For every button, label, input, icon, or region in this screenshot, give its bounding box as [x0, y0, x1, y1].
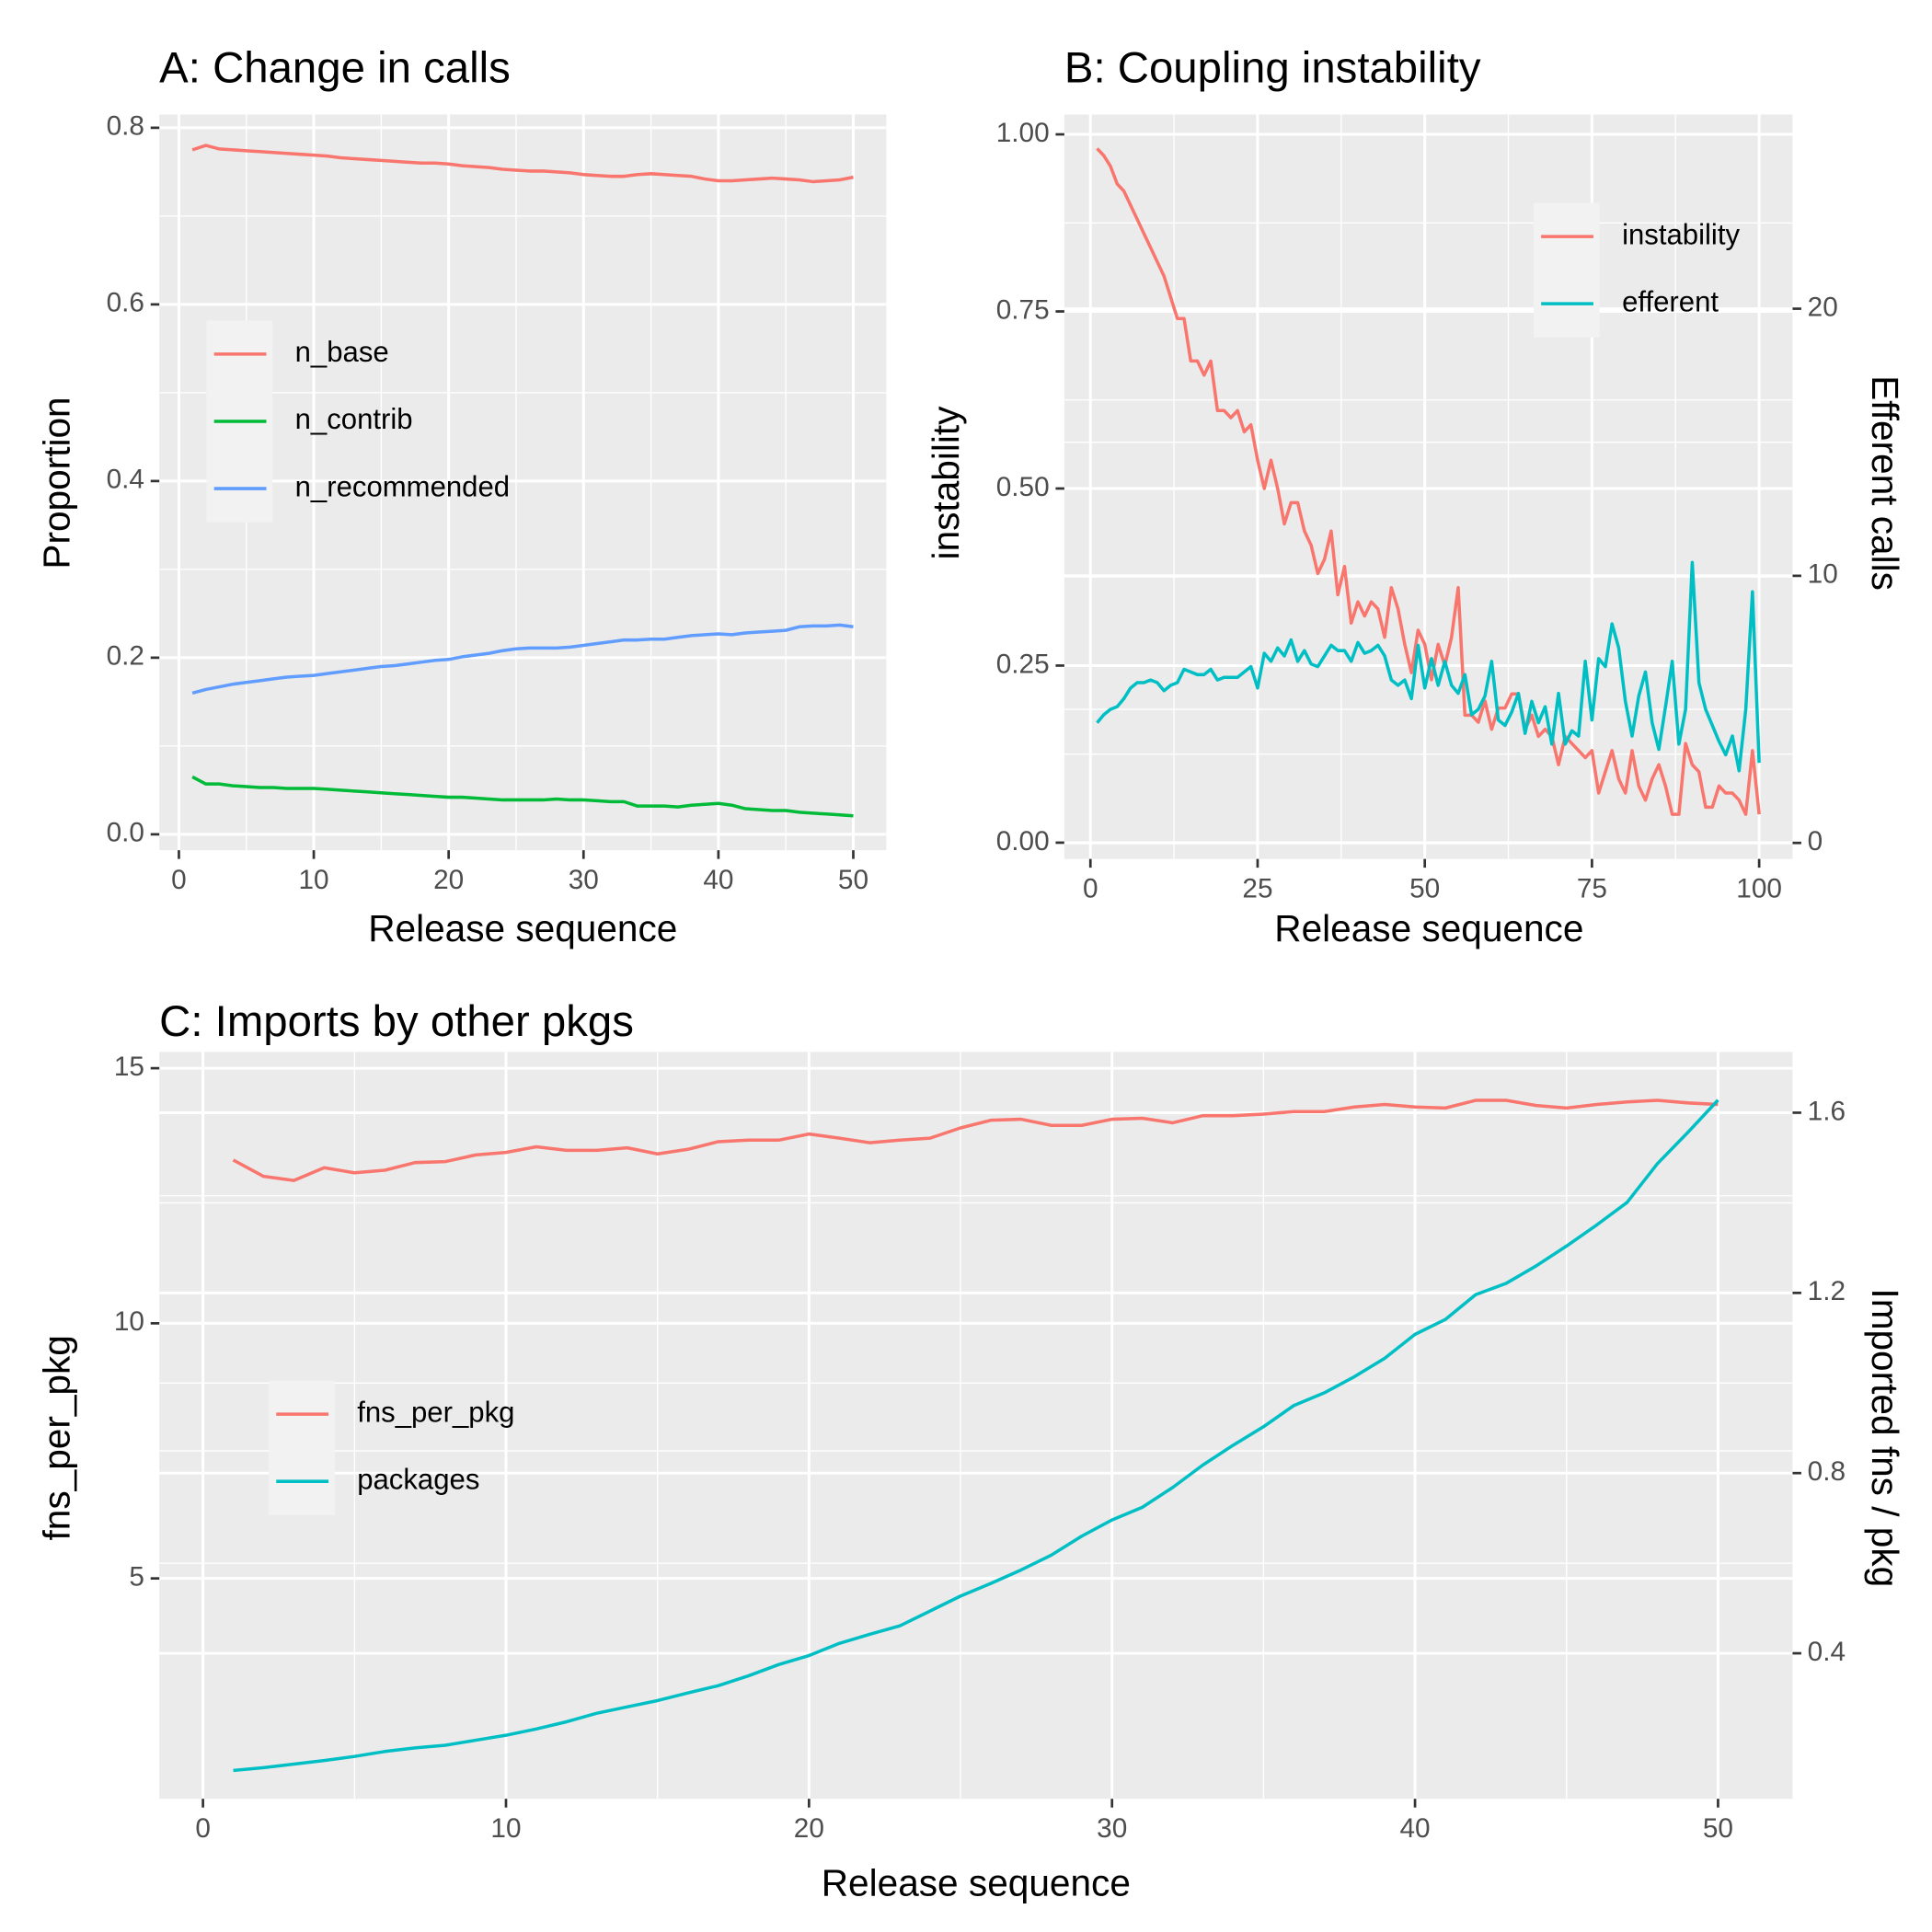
x-tick-label: 20: [433, 865, 464, 895]
y-tick-label: 0.75: [996, 294, 1050, 325]
data-line: [1096, 560, 1761, 773]
x-tick-label: 0: [1083, 873, 1098, 903]
x-tick-label: 0: [195, 1813, 211, 1844]
x-tick-label: 75: [1577, 873, 1607, 903]
legend-label: n_contrib: [295, 403, 413, 435]
y-tick-label: 0.25: [996, 649, 1050, 679]
data-line: [232, 1098, 1719, 1182]
y-tick-label: 1.00: [996, 118, 1050, 148]
y-axis-label: instability: [925, 406, 967, 560]
y-tick-label: 0.50: [996, 472, 1050, 502]
y2-tick-label: 1.2: [1808, 1276, 1846, 1306]
x-tick-label: 30: [1097, 1813, 1127, 1844]
y2-tick-label: 0: [1808, 826, 1823, 857]
chart-title: A: Change in calls: [159, 43, 511, 92]
x-tick-label: 50: [1409, 873, 1440, 903]
y2-axis-label: Efferent calls: [1864, 375, 1906, 591]
y-tick-label: 10: [114, 1306, 144, 1337]
y2-tick-label: 1.6: [1808, 1096, 1846, 1126]
y-axis-label: fns_per_pkg: [36, 1335, 78, 1540]
legend-label: packages: [357, 1463, 479, 1495]
data-line: [1096, 147, 1761, 816]
y-tick-label: 0.8: [107, 111, 144, 142]
x-tick-label: 50: [838, 865, 868, 895]
x-tick-label: 30: [569, 865, 599, 895]
legend-label: efferent: [1622, 285, 1719, 317]
data-line: [191, 144, 854, 184]
y-tick-label: 5: [129, 1562, 144, 1593]
legend-label: instability: [1622, 218, 1740, 250]
y-tick-label: 0.2: [107, 641, 144, 672]
data-line: [191, 623, 854, 695]
y-tick-label: 15: [114, 1052, 144, 1082]
x-tick-label: 25: [1242, 873, 1272, 903]
data-line: [191, 775, 854, 818]
chart-title: B: Coupling instability: [1064, 43, 1481, 92]
y2-tick-label: 0.4: [1808, 1637, 1846, 1667]
x-tick-label: 0: [171, 865, 187, 895]
data-line: [233, 1098, 1719, 1773]
x-tick-label: 50: [1703, 1813, 1733, 1844]
legend-label: n_recommended: [295, 470, 510, 502]
x-tick-label: 40: [703, 865, 733, 895]
y-tick-label: 0.6: [107, 288, 144, 318]
x-tick-label: 40: [1400, 1813, 1431, 1844]
legend-label: n_base: [295, 336, 389, 368]
x-tick-label: 10: [299, 865, 329, 895]
x-tick-label: 100: [1736, 873, 1782, 903]
chart-title: C: Imports by other pkgs: [159, 997, 634, 1046]
x-axis-label: Release sequence: [822, 1862, 1131, 1904]
x-axis-label: Release sequence: [368, 907, 677, 949]
legend-box: [1534, 202, 1600, 338]
x-tick-label: 10: [490, 1813, 521, 1844]
y-tick-label: 0.0: [107, 818, 144, 848]
legend-label: fns_per_pkg: [357, 1396, 514, 1428]
y2-axis-label: Imported fns / pkg: [1864, 1288, 1906, 1587]
plot-panel: [1064, 114, 1793, 859]
plot-panel: [159, 1052, 1793, 1800]
y2-tick-label: 20: [1808, 292, 1838, 322]
y2-tick-label: 0.8: [1808, 1456, 1846, 1487]
legend-box: [269, 1380, 335, 1515]
x-tick-label: 20: [794, 1813, 824, 1844]
y2-tick-label: 10: [1808, 559, 1838, 590]
x-axis-label: Release sequence: [1274, 907, 1583, 949]
y-tick-label: 0.4: [107, 465, 144, 495]
y-tick-label: 0.00: [996, 826, 1050, 857]
y-axis-label: Proportion: [36, 397, 78, 569]
